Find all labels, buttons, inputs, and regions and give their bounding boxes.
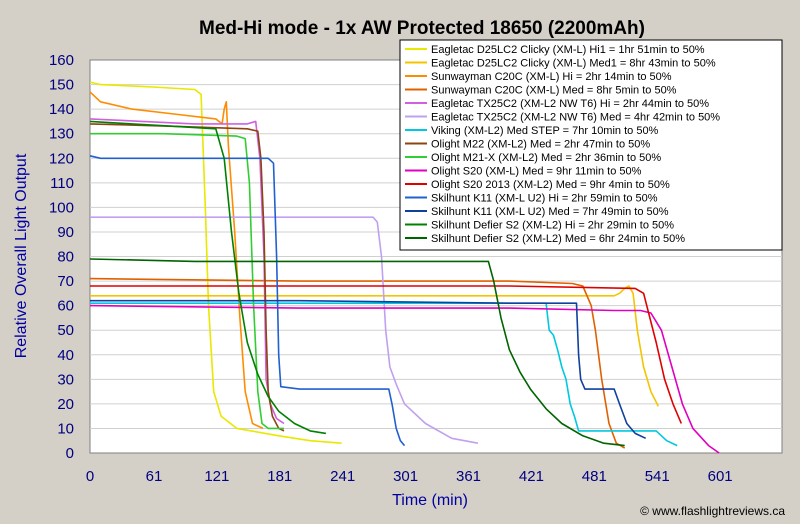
series-line [89,120,327,435]
series-line [90,299,647,440]
y-tick-label: 50 [57,322,74,339]
y-tick-label: 60 [57,298,74,315]
y-tick-label: 150 [49,77,74,94]
x-tick-label: 541 [645,468,670,485]
chart-title: Med-Hi mode - 1x AW Protected 18650 (220… [199,18,645,39]
legend-entry: Sunwayman C20C (XM-L) Hi = 2hr 14min to … [431,71,672,83]
legend-entry: Olight S20 (XM-L) Med = 9hr 11min to 50% [431,166,642,178]
legend-entry: Skilhunt Defier S2 (XM-L2) Hi = 2hr 29mi… [431,220,674,232]
y-axis-title: Relative Overall Light Output [13,153,30,358]
legend-entry: Eagletac D25LC2 Clicky (XM-L) Med1 = 8hr… [431,58,716,70]
y-tick-label: 120 [49,150,74,167]
series-line [90,285,660,407]
y-tick-label: 70 [57,273,74,290]
x-tick-label: 601 [708,468,733,485]
legend-entry: Viking (XM-L2) Med STEP = 7hr 10min to 5… [431,125,659,137]
legend-entry: Sunwayman C20C (XM-L) Med = 8hr 5min to … [431,85,677,97]
x-axis-title: Time (min) [392,492,468,509]
series-line [90,216,479,444]
series-line [89,258,625,447]
y-tick-label: 110 [50,175,74,192]
legend-box [399,39,783,251]
legend-entry: Olight M22 (XM-L2) Med = 2hr 47min to 50… [431,139,650,151]
x-tick-label: 0 [86,468,94,485]
legend-entry: Eagletac D25LC2 Clicky (XM-L) Hi1 = 1hr … [431,44,705,56]
x-tick-label: 301 [393,468,418,485]
y-tick-label: 10 [57,420,74,437]
y-tick-label: 40 [57,347,74,364]
x-tick-label: 121 [204,468,229,485]
y-tick-label: 130 [49,126,74,143]
series-line [89,91,264,430]
series-line [90,285,683,424]
series-line [89,304,720,454]
y-tick-label: 160 [49,52,74,69]
series-lines [89,81,720,454]
legend-entry: Olight M21-X (XM-L2) Med = 2hr 36min to … [431,152,661,164]
y-tick-label: 20 [57,396,74,413]
series-line [90,132,284,430]
legend-entry: Olight S20 2013 (XM-L2) Med = 9hr 4min t… [431,179,670,191]
series-line [89,277,626,449]
legend-entry: Skilhunt K11 (XM-L U2) Hi = 2hr 59min to… [431,193,658,205]
y-tick-label: 140 [49,101,74,118]
x-tick-label: 241 [330,468,355,485]
y-tick-label: 80 [57,249,74,266]
series-line [89,81,342,444]
y-tick-label: 0 [66,445,74,462]
y-tick-labels: 0 10 20 30 40 50 60 70 80 90 100 110 120 130 140 150 160 [49,52,74,462]
y-tick-label: 30 [57,371,74,388]
y-tick-label: 90 [57,224,74,241]
legend-entry: Eagletac TX25C2 (XM-L2 NW T6) Med = 4hr … [431,112,720,124]
x-tick-label: 181 [267,468,292,485]
x-tick-label: 361 [456,468,481,485]
legend: Eagletac D25LC2 Clicky (XM-L) Hi1 = 1hr … [399,39,783,251]
legend-entry: Skilhunt Defier S2 (XM-L2) Med = 6hr 24m… [431,233,685,245]
series-line [89,123,285,432]
legend-entry: Skilhunt K11 (XM-L U2) Med = 7hr 49min t… [431,206,669,218]
x-tick-label: 61 [146,468,163,485]
x-tick-label: 421 [519,468,544,485]
series-line [89,155,406,447]
x-tick-labels: 0 61 121 181 241 301 361 421 481 541 601 [86,468,733,485]
credit-text: © www.flashlightreviews.ca [640,504,785,518]
x-tick-label: 481 [582,468,607,485]
y-tick-label: 100 [49,199,74,216]
legend-entry: Eagletac TX25C2 (XM-L2 NW T6) Hi = 2hr 4… [431,98,709,110]
